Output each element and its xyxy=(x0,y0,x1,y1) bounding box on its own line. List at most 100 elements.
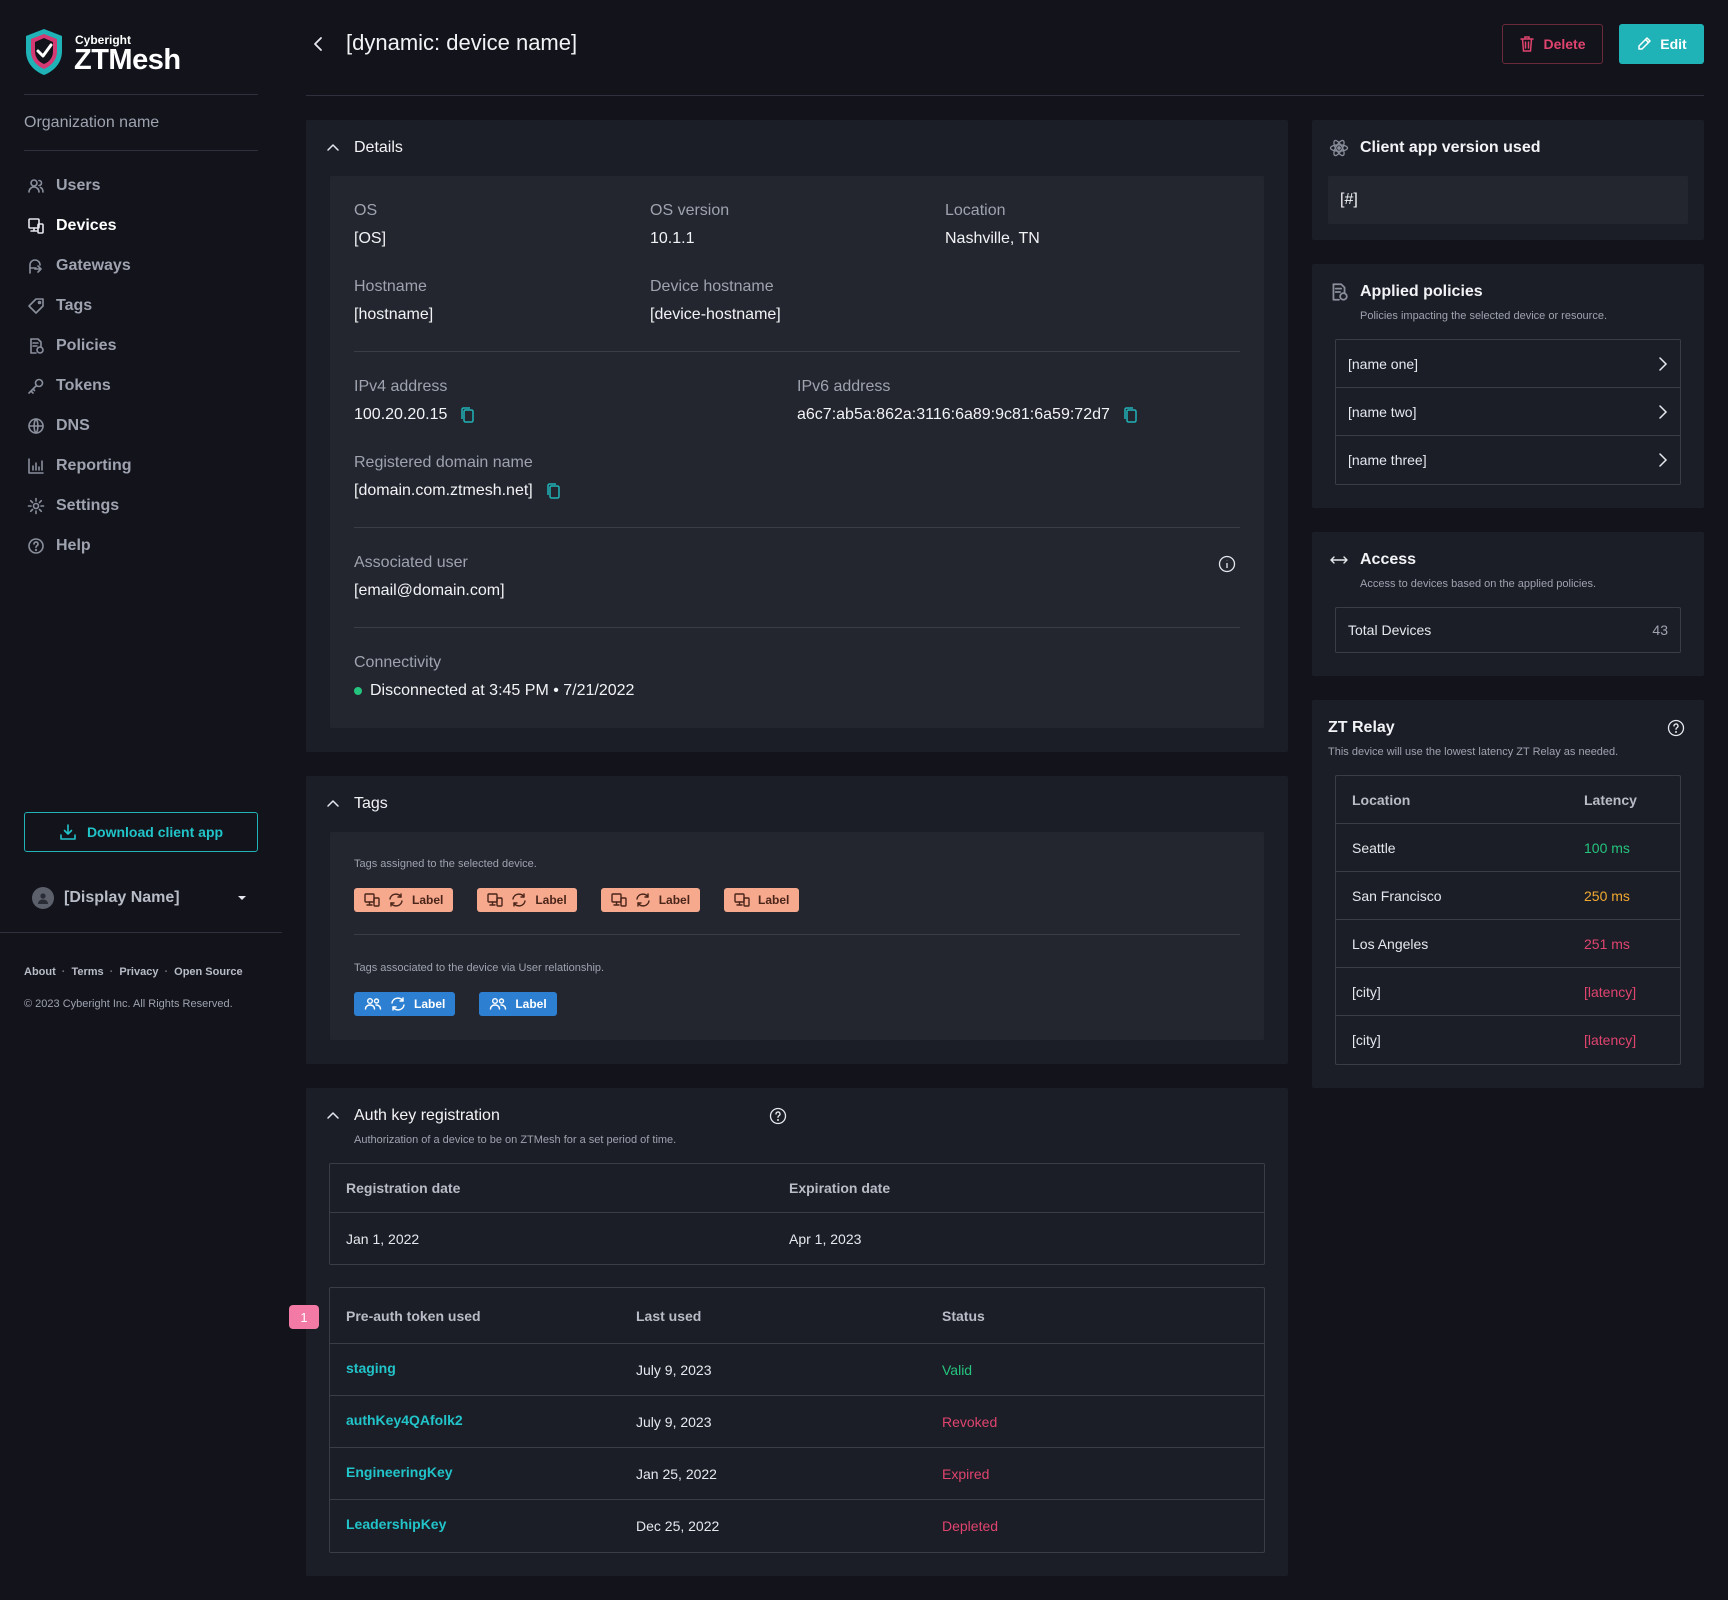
token-status: Valid xyxy=(942,1361,973,1378)
nav-tokens[interactable]: Tokens xyxy=(24,368,258,404)
applied-policies-desc: Policies impacting the selected device o… xyxy=(1360,310,1608,322)
download-client-app-button[interactable]: Download client app xyxy=(24,812,258,852)
organization-name[interactable]: Organization name xyxy=(24,114,160,131)
token-link[interactable]: LeadershipKey xyxy=(346,1516,447,1532)
user-tag[interactable]: Label xyxy=(354,992,456,1016)
copy-domain-icon[interactable] xyxy=(545,482,561,500)
footer-link-terms[interactable]: Terms xyxy=(71,966,104,978)
policy-item[interactable]: [name one] xyxy=(1336,340,1680,388)
copy-ipv4-icon[interactable] xyxy=(459,406,475,424)
client-app-version: [#] xyxy=(1340,191,1358,208)
nav-gateways[interactable]: Gateways xyxy=(24,248,258,284)
total-devices-row[interactable]: Total Devices 43 xyxy=(1335,607,1681,653)
tokens-header-row: Pre-auth token used Last used Status xyxy=(330,1288,1264,1344)
user-tag[interactable]: Label xyxy=(479,992,557,1016)
nav-help[interactable]: Help xyxy=(24,528,258,564)
users-tag-icon xyxy=(490,998,507,1010)
auth-help-icon[interactable] xyxy=(769,1107,787,1125)
ipv4-row: 100.20.20.15 xyxy=(354,406,475,424)
device-hostname-value: [device-hostname] xyxy=(650,306,781,323)
policy-item-label: [name one] xyxy=(1348,355,1419,372)
total-devices-label: Total Devices xyxy=(1348,622,1432,638)
delete-button[interactable]: Delete xyxy=(1502,24,1603,64)
connectivity-row: Disconnected at 3:45 PM • 7/21/2022 xyxy=(354,682,634,700)
delete-label: Delete xyxy=(1543,36,1586,52)
footer-link-about[interactable]: About xyxy=(24,966,56,978)
nav-devices[interactable]: Devices xyxy=(24,208,258,244)
brand-company: Cyberight xyxy=(75,33,132,47)
nav-dns[interactable]: DNS xyxy=(24,408,258,444)
policy-item[interactable]: [name two] xyxy=(1336,388,1680,436)
device-tag[interactable]: Label xyxy=(477,888,577,912)
edit-button[interactable]: Edit xyxy=(1619,24,1704,64)
os-version-value: 10.1.1 xyxy=(650,230,695,247)
table-row: Los Angeles 251 ms xyxy=(1336,920,1680,968)
associated-user-value: [email@domain.com] xyxy=(354,582,505,599)
policy-item-label: [name two] xyxy=(1348,403,1417,420)
edit-label: Edit xyxy=(1660,36,1687,52)
connectivity-label: Connectivity xyxy=(354,654,442,671)
relay-location-header: Location xyxy=(1352,791,1411,808)
nav-policies-label: Policies xyxy=(56,337,117,354)
collapse-details-icon[interactable] xyxy=(326,140,340,154)
device-tags-list: Label Label Label Label xyxy=(354,888,800,912)
user-menu[interactable]: [Display Name] xyxy=(32,884,247,912)
device-tag-icon xyxy=(364,893,380,907)
collapse-auth-icon[interactable] xyxy=(326,1108,340,1122)
nav-devices-label: Devices xyxy=(56,217,117,234)
tags-title: Tags xyxy=(354,795,388,812)
auth-title: Auth key registration xyxy=(354,1107,500,1124)
nav-tags[interactable]: Tags xyxy=(24,288,258,324)
nav-gateways-label: Gateways xyxy=(56,257,131,274)
token-status: Expired xyxy=(942,1465,990,1482)
device-hostname-label: Device hostname xyxy=(650,278,774,295)
token-status: Depleted xyxy=(942,1518,999,1534)
header-divider xyxy=(306,95,1704,96)
tags-panel: Tags assigned to the selected device. La… xyxy=(330,832,1264,1040)
details-card: Details OS [OS] OS version 10.1.1 Locati… xyxy=(306,120,1288,752)
footer-link-open-source[interactable]: Open Source xyxy=(174,966,243,978)
token-link[interactable]: EngineeringKey xyxy=(346,1463,453,1480)
token-link[interactable]: authKey4QAfolk2 xyxy=(346,1411,463,1428)
atom-icon xyxy=(1329,138,1349,158)
auth-key-card: Auth key registration Authorization of a… xyxy=(306,1088,1288,1576)
total-devices-count: 43 xyxy=(1652,622,1668,638)
device-tag-icon xyxy=(487,893,504,907)
footer-link-privacy[interactable]: Privacy xyxy=(119,966,159,978)
status-dot-icon xyxy=(354,687,362,695)
sync-icon xyxy=(512,893,527,907)
footer-links: About · Terms · Privacy · Open Source xyxy=(24,966,243,978)
access-title: Access xyxy=(1360,551,1417,568)
tokens-table: Pre-auth token used Last used Status sta… xyxy=(329,1287,1265,1553)
relay-help-icon[interactable] xyxy=(1667,719,1685,737)
nav-settings[interactable]: Settings xyxy=(24,488,258,524)
copy-ipv6-icon[interactable] xyxy=(1122,406,1138,424)
globe-icon xyxy=(27,417,45,435)
nav-dns-label: DNS xyxy=(56,417,90,434)
policy-item[interactable]: [name three] xyxy=(1336,436,1680,484)
tag-icon xyxy=(27,297,45,315)
token-link[interactable]: staging xyxy=(346,1359,396,1376)
device-tag[interactable]: Label xyxy=(600,888,701,912)
relay-latency: 250 ms xyxy=(1584,887,1630,904)
table-row: LeadershipKey Dec 25, 2022 Depleted xyxy=(330,1500,1264,1552)
nav-reporting[interactable]: Reporting xyxy=(24,448,258,484)
nav-policies[interactable]: Policies xyxy=(24,328,258,364)
nav-users[interactable]: Users xyxy=(24,168,258,204)
table-row: Seattle 100 ms xyxy=(1336,824,1680,872)
device-tag[interactable]: Label xyxy=(724,888,800,912)
info-icon[interactable] xyxy=(1218,555,1236,573)
client-app-card: Client app version used [#] xyxy=(1312,120,1704,240)
relay-latency-header: Latency xyxy=(1584,791,1637,808)
back-button[interactable] xyxy=(310,34,326,54)
zt-relay-title: ZT Relay xyxy=(1328,719,1395,736)
ipv6-row: a6c7:ab5a:862a:3116:6a89:9c81:6a59:72d7 xyxy=(797,406,1138,424)
hostname-value: [hostname] xyxy=(354,306,434,323)
chevron-right-icon xyxy=(1658,452,1668,468)
client-app-value-box: [#] xyxy=(1328,176,1688,224)
collapse-tags-icon[interactable] xyxy=(326,796,340,810)
device-tag[interactable]: Label xyxy=(354,888,454,912)
chevron-right-icon xyxy=(1658,404,1668,420)
zt-relay-desc: This device will use the lowest latency … xyxy=(1328,746,1619,758)
table-row: Jan 1, 2022 Apr 1, 2023 xyxy=(330,1213,1264,1264)
